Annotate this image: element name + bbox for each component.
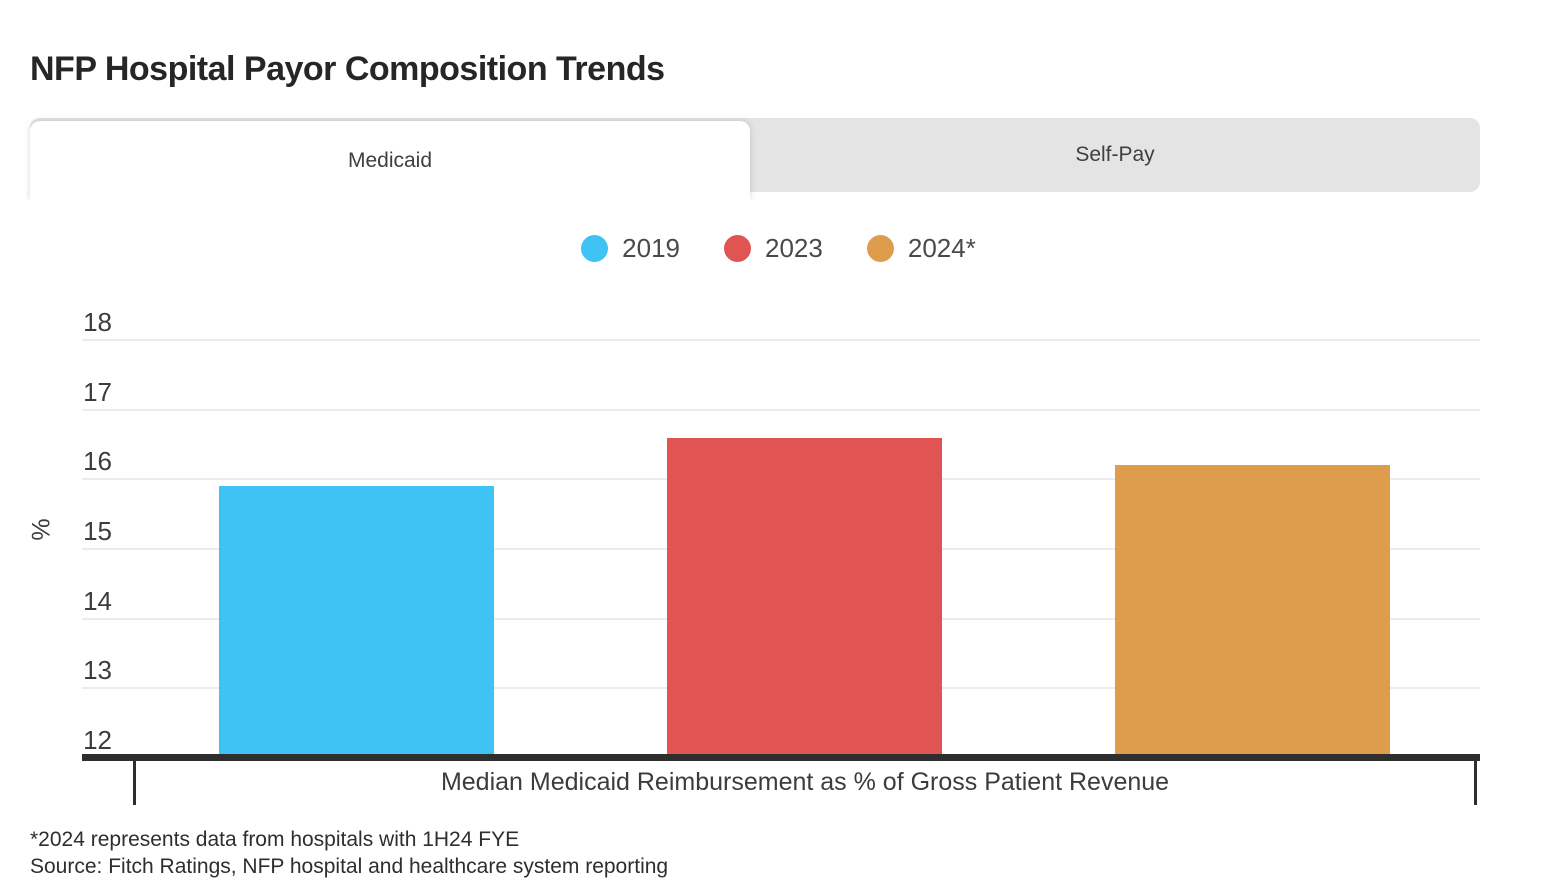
gridline-18 [82, 339, 1480, 341]
bar-2023 [667, 437, 942, 758]
tab-self-pay[interactable]: Self-Pay [750, 118, 1480, 192]
y-tick-12: 12 [83, 725, 112, 755]
y-tick-16: 16 [83, 446, 112, 477]
footnotes: *2024 represents data from hospitals wit… [30, 826, 668, 880]
legend-dot-2023-icon [724, 235, 752, 262]
x-axis-line [82, 754, 1480, 761]
y-tick-14: 14 [83, 585, 112, 616]
bar-2019 [219, 486, 494, 758]
gridline-17 [82, 408, 1480, 411]
bar-2024* [1115, 465, 1390, 758]
tab-medicaid-label: Medicaid [347, 148, 433, 172]
legend-dot-2024-icon [866, 235, 894, 262]
x-axis-label: Median Medicaid Reimbursement as % of Gr… [440, 768, 1170, 796]
legend-label-2023: 2023 [765, 233, 823, 263]
y-tick-13: 13 [83, 655, 112, 686]
legend-item-2023[interactable]: 2023 [724, 233, 823, 264]
tab-self-pay-label: Self-Pay [1075, 143, 1155, 166]
bracket-right [1474, 760, 1477, 805]
y-tick-15: 15 [83, 516, 112, 546]
legend-item-2019[interactable]: 2019 [581, 233, 680, 264]
tab-medicaid[interactable]: Medicaid [22, 121, 758, 210]
legend-label-2019: 2019 [622, 233, 681, 263]
bracket-left [133, 760, 136, 805]
footnote-source: Source: Fitch Ratings, NFP hospital and … [30, 855, 669, 878]
chart-legend: 2019 2023 2024* [0, 233, 1557, 264]
tab-bar: Self-Pay Medicaid [22, 118, 1480, 210]
legend-label-2024: 2024* [907, 233, 976, 263]
y-tick-17: 17 [83, 376, 112, 407]
legend-dot-2019-icon [581, 235, 609, 262]
footnote-asterisk: *2024 represents data from hospitals wit… [30, 828, 520, 851]
legend-item-2024[interactable]: 2024* [866, 233, 976, 264]
page-title: NFP Hospital Payor Composition Trends [30, 50, 665, 88]
y-tick-18: 18 [83, 307, 112, 337]
